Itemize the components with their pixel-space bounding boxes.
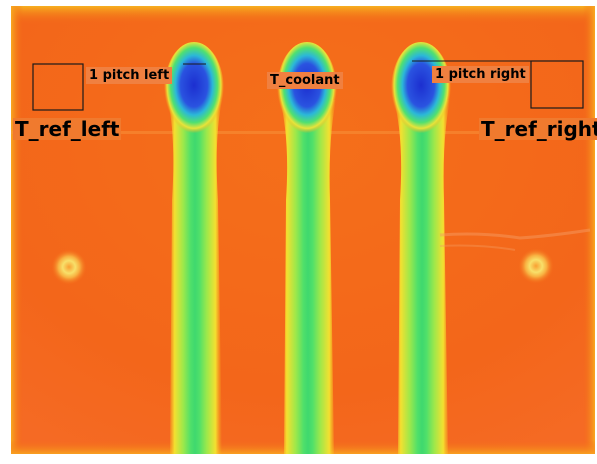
channel-right — [391, 42, 451, 454]
label-ref-right: T_ref_right — [479, 118, 597, 140]
label-pitch-left: 1 pitch left — [86, 67, 173, 84]
hot-spot-left — [51, 249, 87, 285]
hot-spot-right — [518, 248, 554, 284]
channel-left — [164, 42, 224, 454]
label-coolant: T_coolant — [267, 72, 343, 89]
label-ref-left: T_ref_left — [13, 117, 122, 141]
ref-left-box — [32, 63, 84, 111]
channel-center — [277, 42, 337, 454]
label-pitch-right: 1 pitch right — [432, 66, 529, 83]
ref-right-box — [530, 60, 584, 109]
